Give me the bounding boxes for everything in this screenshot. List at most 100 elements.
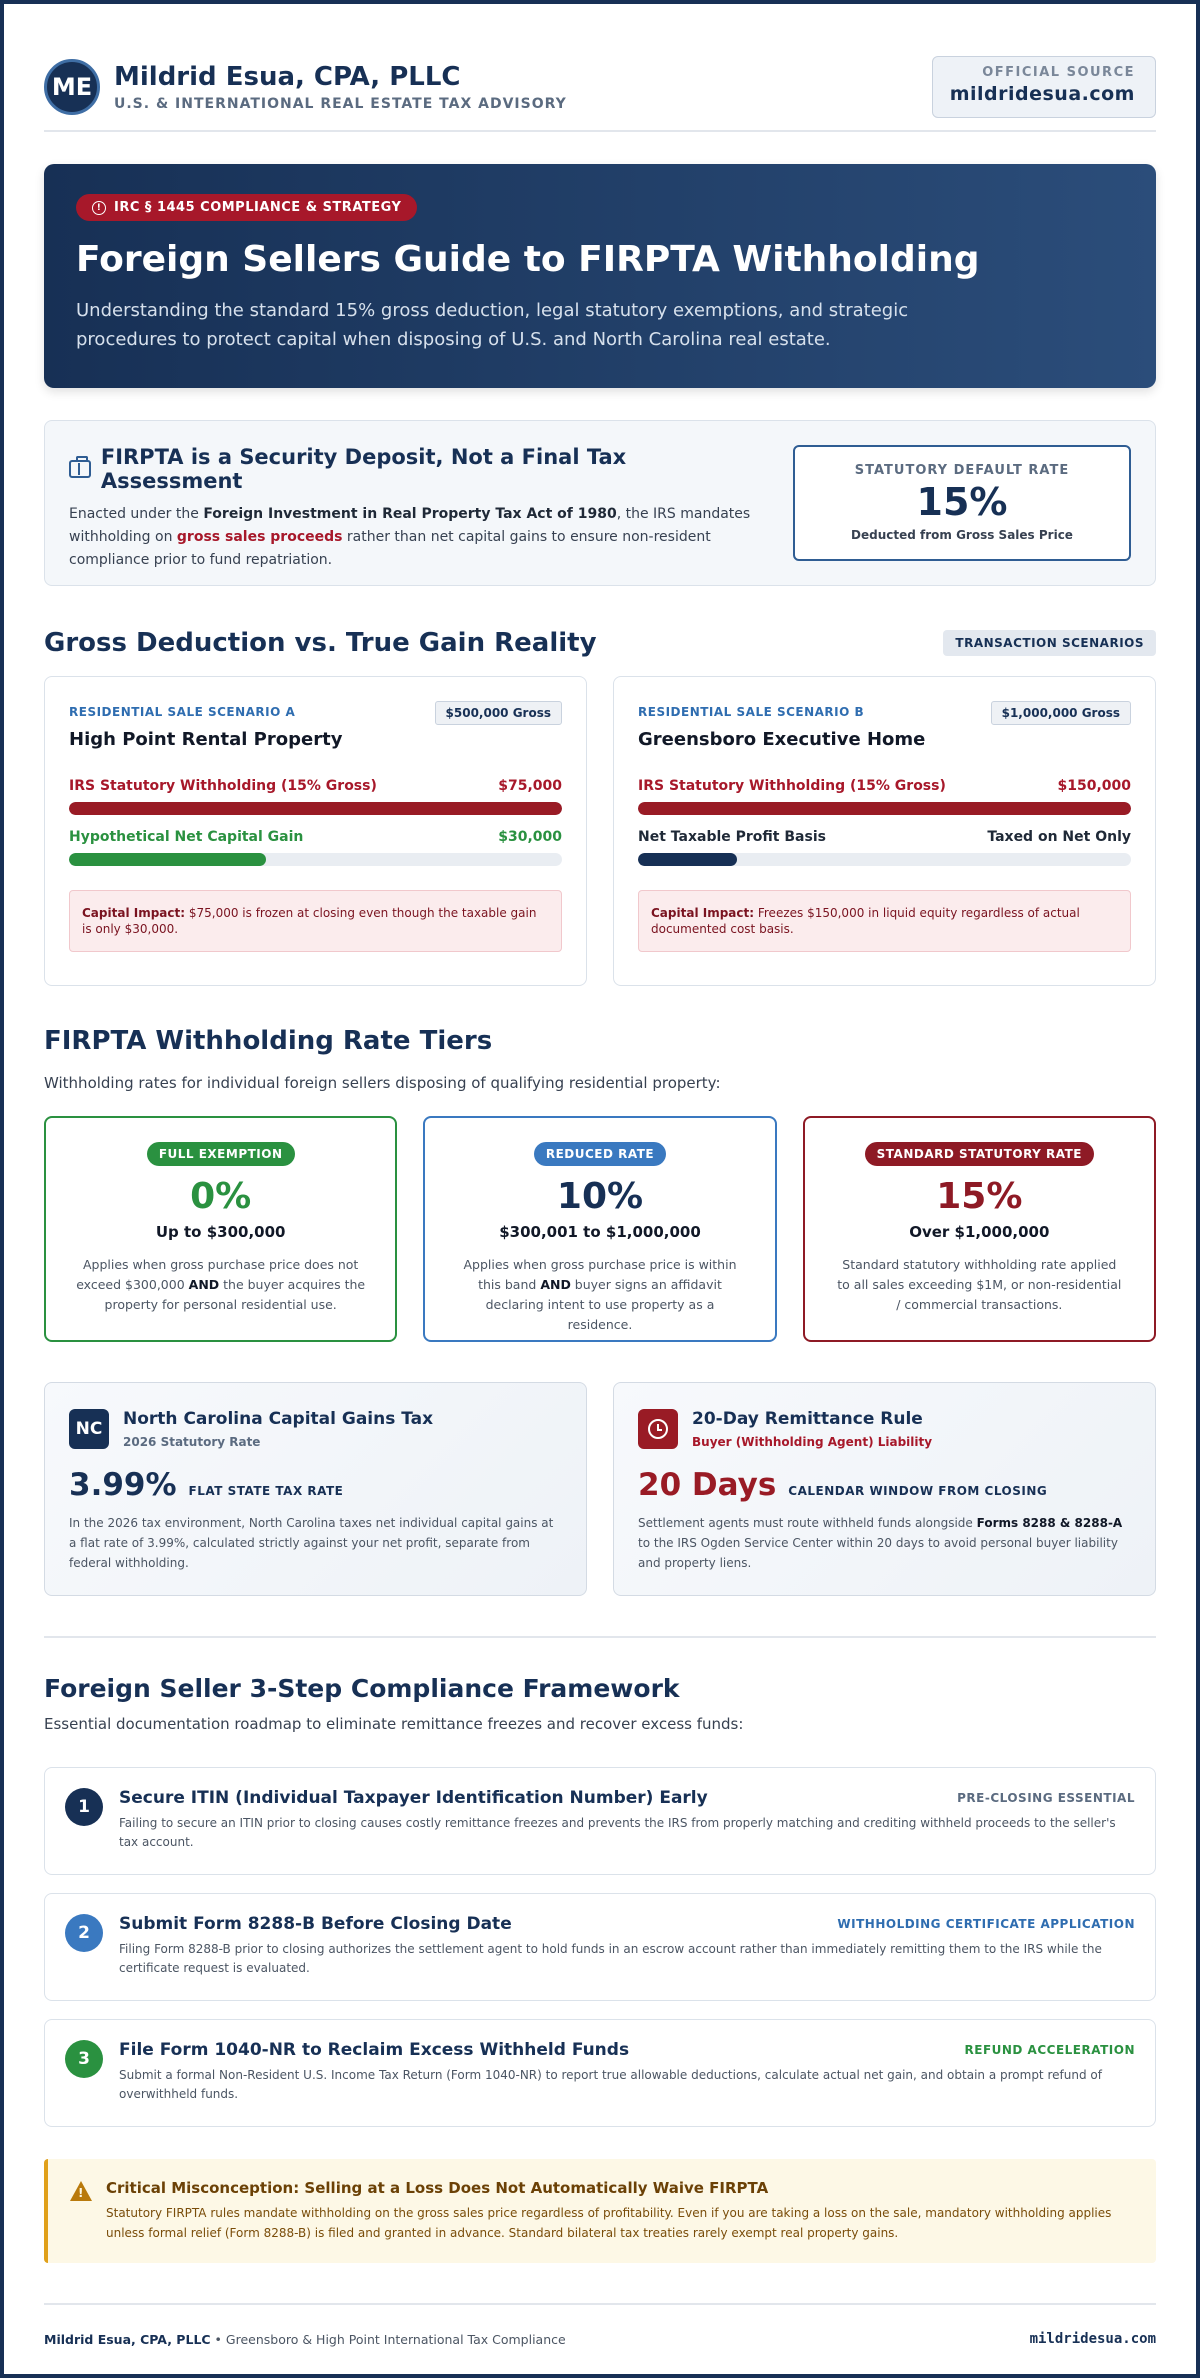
alert-circle-icon: ! (92, 200, 106, 215)
nc-subtitle: 2026 Statutory Rate (123, 1435, 261, 1449)
tier-rate: 15% (936, 1176, 1023, 1217)
tier-card-standard: STANDARD STATUTORY RATE 15% Over $1,000,… (802, 1116, 1156, 1342)
tier-badge: REDUCED RATE (533, 1142, 667, 1166)
withholding-bar-fill (69, 802, 562, 815)
tier-rate: 10% (556, 1176, 644, 1217)
remittance-subtitle: Buyer (Withholding Agent) Liability (692, 1435, 933, 1449)
tier-badge: FULL EXEMPTION (146, 1142, 295, 1166)
scenario-cards: RESIDENTIAL SALE SCENARIO A $500,000 Gro… (44, 676, 1156, 986)
capital-impact-note: Capital Impact: $75,000 is frozen at clo… (69, 890, 562, 952)
tier-rate: 0% (190, 1176, 252, 1217)
briefcase-icon (69, 456, 91, 478)
step-number: 3 (65, 2040, 103, 2078)
nc-rate-label: FLAT STATE TAX RATE (188, 1484, 344, 1498)
gain-label: Hypothetical Net Capital Gain (69, 829, 304, 845)
nc-tax-card: NC North Carolina Capital Gains Tax 2026… (44, 1382, 587, 1596)
impact-label: Capital Impact: (651, 906, 755, 920)
firm-tagline: U.S. & INTERNATIONAL REAL ESTATE TAX ADV… (114, 95, 567, 112)
remittance-title: 20-Day Remittance Rule (692, 1409, 923, 1429)
intro-text: Enacted under the Foreign Investment in … (69, 503, 769, 572)
withholding-row: IRS Statutory Withholding (15% Gross) $1… (638, 778, 1131, 794)
step-title: Secure ITIN (Individual Taxpayer Identif… (119, 1788, 708, 1808)
footer-credit: Mildrid Esua, CPA, PLLC • Greensboro & H… (44, 2332, 566, 2347)
withholding-label: IRS Statutory Withholding (15% Gross) (638, 778, 946, 794)
withholding-row: IRS Statutory Withholding (15% Gross) $7… (69, 778, 562, 794)
tier-range: Over $1,000,000 (909, 1223, 1050, 1241)
intro-text-part: Enacted under the (69, 506, 204, 522)
tier-desc-part: buyer signs an affidavit declaring inten… (485, 1277, 722, 1332)
firm-name: Mildrid Esua, CPA, PLLC (114, 61, 461, 92)
remittance-text: Settlement agents must route withheld fu… (638, 1513, 1131, 1573)
logo-badge: ME (44, 58, 100, 115)
scenario-title: Greensboro Executive Home (638, 729, 926, 750)
scenario-gross-badge: $500,000 Gross (434, 701, 562, 725)
intro-title: FIRPTA is a Security Deposit, Not a Fina… (100, 445, 627, 493)
scenarios-title: Gross Deduction vs. True Gain Reality (44, 628, 597, 658)
rate-sub: Deducted from Gross Sales Price (851, 528, 1073, 542)
tier-desc-part: Applies when gross purchase price does n… (76, 1257, 359, 1292)
tier-range: $300,001 to $1,000,000 (499, 1223, 701, 1241)
withholding-bar-track (638, 802, 1131, 815)
step-text: Submit a formal Non-Resident U.S. Income… (119, 2068, 1102, 2101)
hero-banner: ! IRC § 1445 COMPLIANCE & STRATEGY Forei… (44, 164, 1156, 388)
impact-text: $75,000 is frozen at closing even though… (82, 906, 537, 936)
page-subtitle: Understanding the standard 15% gross ded… (76, 300, 909, 350)
nc-title: North Carolina Capital Gains Tax (123, 1409, 434, 1429)
impact-text: Freezes $150,000 in liquid equity regard… (651, 906, 1080, 936)
scenario-tag: RESIDENTIAL SALE SCENARIO B (638, 705, 865, 719)
step-card-1: 1 Secure ITIN (Individual Taxpayer Ident… (44, 1767, 1156, 1875)
page-title: Foreign Sellers Guide to FIRPTA Withhold… (76, 239, 980, 280)
section-divider (44, 1636, 1156, 1638)
source-url-link[interactable]: mildridesua.com (949, 82, 1135, 105)
remit-text-part: to the IRS Ogden Service Center within 2… (638, 1536, 1118, 1570)
tier-desc-part: Standard statutory withholding rate appl… (837, 1257, 1122, 1312)
scenario-gross-badge: $1,000,000 Gross (990, 701, 1131, 725)
alert-text: Statutory FIRPTA rules mandate withholdi… (106, 2206, 1112, 2240)
step-text: Filing Form 8288-B prior to closing auth… (119, 1942, 1102, 1975)
steps-subtitle: Essential documentation roadmap to elimi… (44, 1715, 744, 1733)
withholding-bar-fill (638, 802, 1131, 815)
scenario-card-a: RESIDENTIAL SALE SCENARIO A $500,000 Gro… (44, 676, 587, 986)
remittance-days: 20 Days (638, 1467, 777, 1503)
compliance-badge-label: IRC § 1445 COMPLIANCE & STRATEGY (114, 200, 402, 215)
alert-title: Critical Misconception: Selling at a Los… (106, 2179, 769, 2197)
intro-act-name: Foreign Investment in Real Property Tax … (203, 506, 617, 522)
nc-rate: 3.99% (69, 1467, 177, 1503)
tier-range: Up to $300,000 (155, 1223, 286, 1241)
scenario-tag: RESIDENTIAL SALE SCENARIO A (69, 705, 296, 719)
step-tag: PRE-CLOSING ESSENTIAL (957, 1791, 1135, 1805)
tier-description: Standard statutory withholding rate appl… (834, 1255, 1124, 1315)
remit-text-part: Settlement agents must route withheld fu… (638, 1516, 977, 1530)
gain-bar-fill (69, 853, 267, 866)
intro-gross-highlight: gross sales proceeds (176, 529, 343, 545)
tier-desc-bold: AND (188, 1277, 220, 1292)
tiers-title: FIRPTA Withholding Rate Tiers (44, 1026, 493, 1056)
footer-url-link[interactable]: mildridesua.com (1029, 2331, 1156, 2347)
rate-label: STATUTORY DEFAULT RATE (854, 463, 1070, 478)
gain-row: Hypothetical Net Capital Gain $30,000 (69, 829, 562, 845)
intro-text-part: , the IRS mandates withholding on (69, 506, 751, 545)
footer-description: Greensboro & High Point International Ta… (225, 2331, 566, 2347)
official-source-box[interactable]: OFFICIAL SOURCE mildridesua.com (932, 55, 1156, 118)
step-number: 1 (65, 1788, 103, 1826)
tier-cards: FULL EXEMPTION 0% Up to $300,000 Applies… (44, 1116, 1156, 1342)
scenarios-badge: TRANSACTION SCENARIOS (943, 630, 1156, 656)
tier-description: Applies when gross purchase price does n… (76, 1255, 366, 1315)
remit-forms: Forms 8288 & 8288-A (976, 1516, 1123, 1530)
gain-value: $30,000 (498, 829, 562, 845)
step-title: File Form 1040-NR to Reclaim Excess With… (119, 2040, 630, 2060)
footer: Mildrid Esua, CPA, PLLC • Greensboro & H… (44, 2303, 1156, 2347)
withholding-value: $75,000 (498, 778, 562, 794)
profit-bar-fill (638, 853, 737, 866)
footer-firm: Mildrid Esua, CPA, PLLC (44, 2331, 211, 2347)
profit-row: Net Taxable Profit Basis Taxed on Net On… (638, 829, 1131, 845)
intro-panel: FIRPTA is a Security Deposit, Not a Fina… (44, 420, 1156, 586)
withholding-bar-track (69, 802, 562, 815)
tiers-description: Withholding rates for individual foreign… (44, 1074, 721, 1092)
remittance-days-label: CALENDAR WINDOW FROM CLOSING (788, 1484, 1048, 1498)
step-text: Failing to secure an ITIN prior to closi… (119, 1816, 1116, 1849)
compliance-badge: ! IRC § 1445 COMPLIANCE & STRATEGY (76, 194, 418, 221)
scenario-card-b: RESIDENTIAL SALE SCENARIO B $1,000,000 G… (613, 676, 1156, 986)
scenario-title: High Point Rental Property (69, 729, 343, 750)
